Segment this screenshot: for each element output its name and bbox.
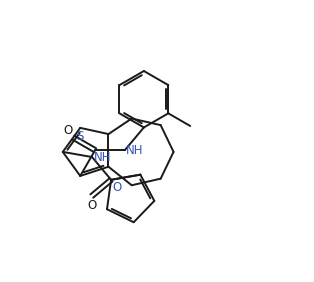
Text: O: O — [112, 181, 121, 194]
Text: NH: NH — [126, 144, 143, 157]
Text: S: S — [76, 130, 84, 143]
Text: O: O — [63, 124, 72, 136]
Text: NH: NH — [94, 151, 111, 164]
Text: O: O — [87, 199, 96, 212]
